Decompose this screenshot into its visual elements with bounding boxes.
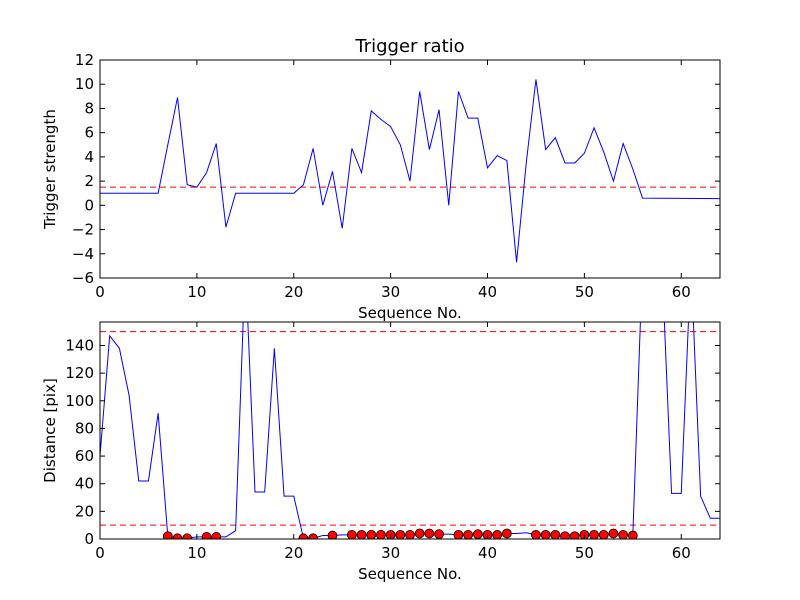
data-point xyxy=(395,529,406,539)
plot-area xyxy=(100,79,720,263)
data-point xyxy=(356,529,367,539)
y-tick-label: 12 xyxy=(75,51,94,69)
data-point xyxy=(618,529,629,539)
y-tick-label: 0 xyxy=(84,530,94,548)
x-axis-label: Sequence No. xyxy=(358,565,462,583)
x-tick-label: 60 xyxy=(672,283,691,301)
data-point xyxy=(627,530,638,539)
x-axis-label: Sequence No. xyxy=(358,304,462,322)
y-tick-label: 0 xyxy=(84,196,94,214)
data-point xyxy=(182,533,193,539)
y-tick-label: 100 xyxy=(65,392,94,410)
data-point xyxy=(405,529,415,539)
data-point xyxy=(434,529,444,539)
axes-frame xyxy=(99,321,721,540)
y-tick-label: −6 xyxy=(72,269,94,287)
y-tick-label: 20 xyxy=(75,502,94,520)
data-point xyxy=(414,528,425,539)
data-point xyxy=(598,529,609,539)
plot-area xyxy=(100,322,720,539)
chart-title: Trigger ratio xyxy=(354,36,464,57)
data-point xyxy=(560,531,570,539)
data-point xyxy=(589,529,599,539)
x-tick-label: 30 xyxy=(381,283,400,301)
data-point xyxy=(211,532,222,539)
data-point xyxy=(346,529,357,539)
y-tick-label: 6 xyxy=(84,124,94,142)
y-tick-label: 60 xyxy=(75,447,94,465)
axes-frame xyxy=(99,59,721,279)
y-axis-label: Trigger strength xyxy=(41,109,59,230)
trigger-ratio-chart: 0 10 20 30 40 50 60 −6 −4 −2 0 2 4 6 8 10 12 Trigger rati… xyxy=(41,36,721,322)
data-point xyxy=(366,529,377,539)
y-axis-label: Distance [pix] xyxy=(41,378,59,483)
data-point xyxy=(376,529,386,539)
y-tick-label: −4 xyxy=(72,245,94,263)
data-point xyxy=(308,533,319,539)
data-point xyxy=(162,531,173,539)
data-point xyxy=(608,528,619,539)
distance-chart: 0 10 20 30 40 50 60 0 20 40 60 80 100 120 140 Sequence … xyxy=(41,321,721,583)
y-tick-label: 140 xyxy=(65,336,94,354)
data-point xyxy=(463,529,474,539)
x-tick-label: 0 xyxy=(95,544,105,562)
y-tick-label: 4 xyxy=(84,148,94,166)
x-tick-label: 60 xyxy=(672,544,691,562)
y-tick-label: 80 xyxy=(75,419,94,437)
x-tick-label: 10 xyxy=(187,283,206,301)
data-point xyxy=(550,529,561,539)
x-tick-label: 0 xyxy=(95,283,105,301)
y-tick-label: 40 xyxy=(75,475,94,493)
y-tick-label: 2 xyxy=(84,172,94,190)
y-tick-label: −2 xyxy=(72,221,94,239)
x-tick-label: 40 xyxy=(478,544,497,562)
data-point xyxy=(531,529,541,539)
y-tick-label: 10 xyxy=(75,75,94,93)
y-tick-label: 8 xyxy=(84,99,94,117)
x-tick-label: 10 xyxy=(187,544,206,562)
x-tick-label: 50 xyxy=(575,283,594,301)
x-tick-label: 20 xyxy=(284,283,303,301)
data-point xyxy=(453,529,464,539)
x-tick-label: 50 xyxy=(575,544,594,562)
series-line-0 xyxy=(100,79,720,263)
data-point xyxy=(424,528,435,539)
data-point xyxy=(327,530,338,539)
data-point xyxy=(172,533,183,539)
data-point xyxy=(569,531,580,539)
data-point xyxy=(540,529,551,539)
data-point xyxy=(492,529,503,539)
y-tick-label: 120 xyxy=(65,364,94,382)
data-point xyxy=(201,532,212,539)
x-tick-label: 20 xyxy=(284,544,303,562)
data-point xyxy=(298,533,309,539)
x-tick-label: 40 xyxy=(478,283,497,301)
data-point xyxy=(472,529,483,539)
x-tick-label: 30 xyxy=(381,544,400,562)
data-point xyxy=(501,528,512,539)
